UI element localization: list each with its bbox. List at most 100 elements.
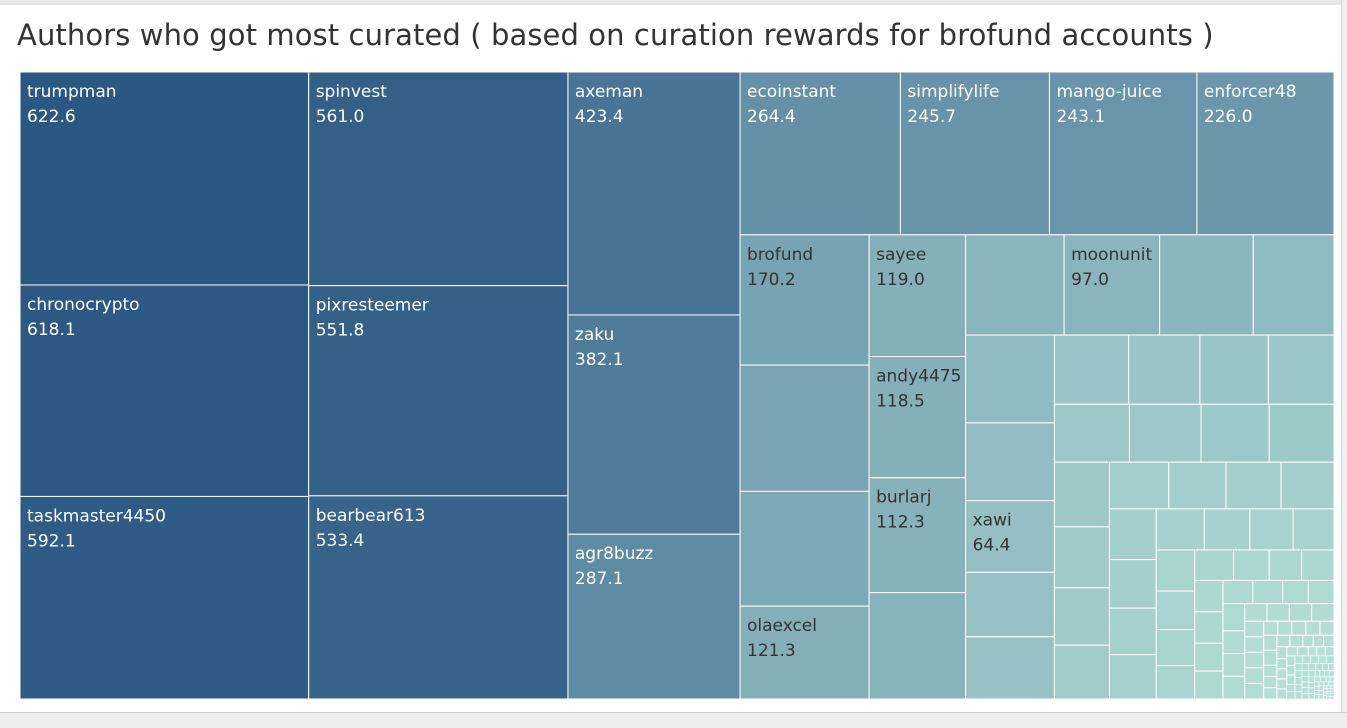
treemap-rect[interactable] bbox=[1329, 690, 1335, 695]
treemap-cell[interactable] bbox=[1252, 579, 1284, 605]
treemap-rect[interactable] bbox=[308, 285, 569, 497]
treemap-cell[interactable] bbox=[1319, 670, 1325, 678]
treemap-rect[interactable] bbox=[739, 490, 870, 607]
treemap-rect[interactable] bbox=[1053, 461, 1110, 528]
treemap-cell[interactable] bbox=[1314, 694, 1320, 700]
treemap-cell[interactable] bbox=[1292, 508, 1335, 551]
treemap-rect[interactable] bbox=[1326, 690, 1331, 695]
treemap-rect[interactable] bbox=[1286, 646, 1299, 657]
treemap-rect[interactable] bbox=[868, 234, 967, 358]
treemap-cell-moonunit[interactable]: moonunit 97.0 bbox=[1063, 234, 1161, 336]
treemap-cell-pixresteemer[interactable]: pixresteemer 551.8 bbox=[308, 285, 569, 497]
treemap-rect[interactable] bbox=[1328, 663, 1335, 671]
treemap-rect[interactable] bbox=[1308, 682, 1315, 689]
treemap-rect[interactable] bbox=[1294, 670, 1303, 679]
treemap-rect[interactable] bbox=[1305, 620, 1321, 636]
treemap-cell[interactable] bbox=[1222, 675, 1246, 700]
treemap-cell[interactable] bbox=[1322, 663, 1329, 671]
treemap-rect[interactable] bbox=[1323, 685, 1328, 689]
treemap-cell[interactable] bbox=[1263, 634, 1278, 651]
treemap-rect[interactable] bbox=[1200, 403, 1270, 463]
treemap-cell[interactable] bbox=[1053, 461, 1110, 528]
treemap-cell[interactable] bbox=[1276, 678, 1288, 690]
treemap-rect[interactable] bbox=[1323, 695, 1327, 700]
treemap-rect[interactable] bbox=[1128, 334, 1201, 405]
treemap-rect[interactable] bbox=[1276, 646, 1288, 660]
treemap-cell[interactable] bbox=[1307, 579, 1335, 605]
treemap-cell[interactable] bbox=[1307, 646, 1318, 657]
treemap-rect[interactable] bbox=[1308, 670, 1316, 678]
treemap-rect[interactable] bbox=[1276, 634, 1291, 648]
treemap-cell[interactable] bbox=[1053, 334, 1130, 405]
treemap-cell[interactable] bbox=[1282, 579, 1309, 605]
treemap-cell[interactable] bbox=[1053, 403, 1130, 463]
treemap-cell[interactable] bbox=[1128, 334, 1201, 405]
treemap-rect[interactable] bbox=[868, 592, 967, 700]
treemap-rect[interactable] bbox=[1263, 649, 1278, 666]
treemap-cell-taskmaster4450[interactable]: taskmaster4450 592.1 bbox=[19, 495, 310, 700]
treemap-cell[interactable] bbox=[1314, 685, 1320, 691]
treemap-rect[interactable] bbox=[1286, 674, 1296, 686]
treemap-cell-brofund[interactable]: brofund 170.2 bbox=[739, 234, 870, 366]
treemap-rect[interactable] bbox=[1292, 508, 1335, 551]
treemap-cell[interactable] bbox=[1324, 646, 1335, 657]
treemap-cell[interactable] bbox=[1263, 664, 1278, 678]
treemap-rect[interactable] bbox=[1276, 688, 1288, 700]
treemap-rect[interactable] bbox=[965, 234, 1065, 336]
treemap-cell-olaexcel[interactable]: olaexcel 121.3 bbox=[739, 605, 870, 700]
treemap-cell[interactable] bbox=[1286, 684, 1296, 693]
treemap-rect[interactable] bbox=[1268, 549, 1303, 581]
treemap-cell[interactable] bbox=[1318, 689, 1324, 695]
treemap-cell[interactable] bbox=[1294, 655, 1304, 664]
treemap-rect[interactable] bbox=[868, 477, 967, 594]
treemap-rect[interactable] bbox=[1268, 403, 1335, 463]
treemap-cell[interactable] bbox=[1326, 696, 1331, 700]
treemap-rect[interactable] bbox=[1297, 646, 1309, 657]
treemap-cell[interactable] bbox=[1308, 670, 1316, 678]
treemap-rect[interactable] bbox=[1314, 694, 1320, 700]
treemap-cell[interactable] bbox=[1053, 526, 1110, 589]
treemap-cell[interactable] bbox=[1301, 549, 1335, 581]
treemap-cell[interactable] bbox=[739, 490, 870, 607]
treemap-rect[interactable] bbox=[739, 605, 870, 700]
treemap-rect[interactable] bbox=[1263, 687, 1278, 700]
treemap-rect[interactable] bbox=[1301, 663, 1310, 671]
treemap-rect[interactable] bbox=[1329, 693, 1335, 697]
treemap-cell[interactable] bbox=[1244, 651, 1265, 669]
treemap-cell[interactable] bbox=[1108, 461, 1170, 510]
treemap-rect[interactable] bbox=[1280, 461, 1335, 510]
treemap-cell[interactable] bbox=[1294, 691, 1303, 700]
treemap-cell-agr8buzz[interactable]: agr8buzz 287.1 bbox=[567, 533, 741, 700]
treemap-rect[interactable] bbox=[1324, 646, 1335, 657]
treemap-rect[interactable] bbox=[739, 71, 901, 236]
treemap-rect[interactable] bbox=[1308, 693, 1315, 700]
treemap-rect[interactable] bbox=[899, 71, 1050, 236]
treemap-rect[interactable] bbox=[1222, 630, 1246, 655]
treemap-rect[interactable] bbox=[1282, 579, 1309, 605]
treemap-rect[interactable] bbox=[1291, 620, 1307, 636]
treemap-cell[interactable] bbox=[1276, 646, 1288, 660]
treemap-rect[interactable] bbox=[1307, 646, 1318, 657]
treemap-cell[interactable] bbox=[1319, 620, 1335, 636]
treemap-cell[interactable] bbox=[1155, 590, 1196, 631]
treemap-cell[interactable] bbox=[1325, 655, 1335, 664]
treemap-rect[interactable] bbox=[1307, 579, 1335, 605]
treemap-cell[interactable] bbox=[1276, 688, 1288, 700]
treemap-cell[interactable] bbox=[1328, 681, 1335, 687]
treemap-rect[interactable] bbox=[1329, 688, 1335, 692]
treemap-rect[interactable] bbox=[965, 422, 1055, 502]
treemap-rect[interactable] bbox=[1286, 691, 1296, 700]
treemap-rect[interactable] bbox=[1276, 678, 1288, 690]
treemap-rect[interactable] bbox=[1323, 681, 1330, 687]
treemap-cell[interactable] bbox=[1314, 690, 1320, 696]
treemap-rect[interactable] bbox=[1323, 688, 1327, 693]
treemap-cell[interactable] bbox=[1194, 642, 1224, 672]
treemap-rect[interactable] bbox=[1301, 693, 1310, 700]
treemap-cell[interactable] bbox=[1312, 634, 1325, 648]
treemap-rect[interactable] bbox=[1263, 664, 1278, 678]
treemap-rect[interactable] bbox=[1302, 655, 1311, 664]
treemap-cell[interactable] bbox=[1316, 646, 1326, 657]
treemap-cell[interactable] bbox=[1128, 403, 1202, 463]
treemap-cell[interactable] bbox=[1108, 607, 1157, 656]
treemap-cell[interactable] bbox=[1328, 663, 1335, 671]
